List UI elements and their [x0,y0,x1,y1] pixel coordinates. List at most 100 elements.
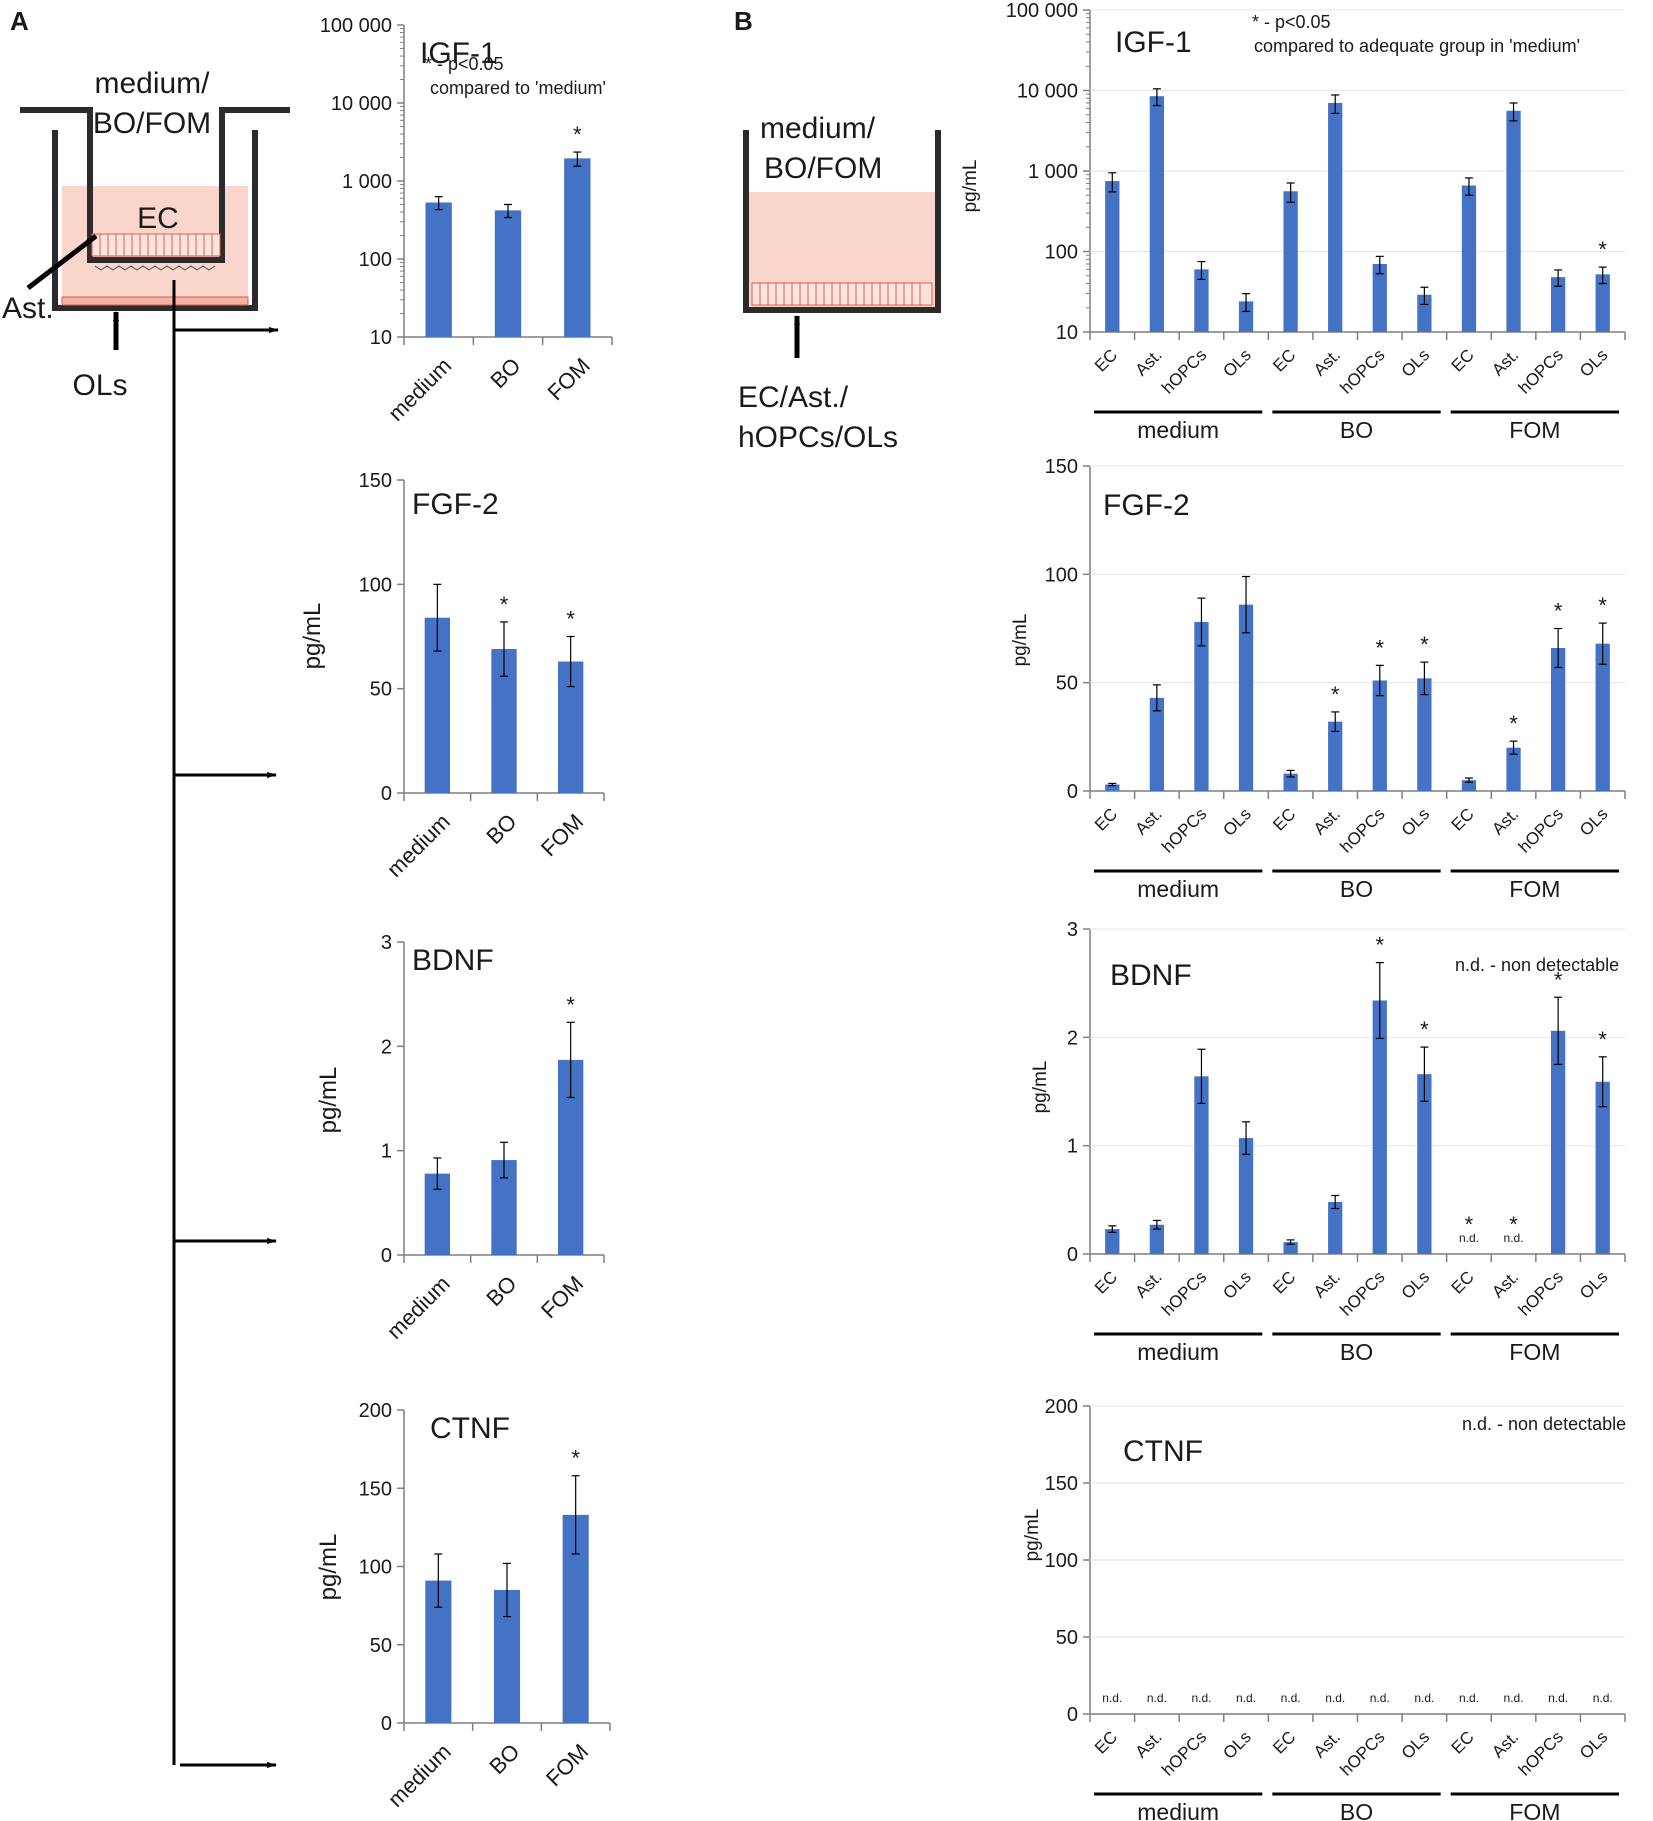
x-tick-label: EC [1269,345,1299,375]
bar [1372,263,1387,332]
y-tick-label: 100 [1045,564,1078,586]
y-tick-label: 10 000 [1017,81,1078,103]
x-tick-label: OLs [1576,1727,1611,1762]
bar [1105,1229,1120,1254]
bar [1506,747,1521,791]
x-tick-label: BO [481,809,521,849]
y-tick-label: 0 [1067,781,1078,803]
significance-marker: * [566,607,575,632]
x-tick-label: hOPCs [1158,804,1210,856]
x-tick-label: EC [1269,1267,1299,1297]
diagram-a-ec-label: EC [137,202,179,235]
y-tick-label: 10 000 [331,93,392,115]
x-tick-label: FOM [536,809,588,861]
ast-pointer-arrow [26,234,98,290]
transwell-insert [20,107,290,263]
bar [1238,1138,1254,1254]
x-tick-label: Ast. [1310,345,1344,379]
significance-marker: * [1376,933,1385,958]
group-label: BO [1340,876,1373,902]
x-tick-label: Ast. [1310,1267,1344,1301]
significance-marker: * [1554,967,1563,992]
y-tick-label: 50 [370,679,392,701]
y-tick-label: 2 [1067,1027,1078,1049]
y-tick-label: 0 [1067,1704,1078,1726]
diagram-a-top-label-2: BO/FOM [93,107,211,140]
y-tick-label: 150 [359,1478,392,1500]
bar [1550,277,1566,332]
bar [1328,1202,1343,1254]
y-tick-label: 150 [1045,456,1078,478]
chart-note: n.d. - non detectable [1462,1414,1626,1434]
x-tick-label: EC [1269,804,1299,834]
nd-label: n.d. [1459,1691,1479,1705]
bar [1194,269,1209,332]
bar [1595,1081,1610,1254]
chart-title: FGF-2 [412,488,499,521]
x-tick-label: OLs [1219,345,1254,380]
y-tick-label: 2 [381,1036,392,1058]
y-tick-label: 100 [1045,1550,1078,1572]
y-tick-label: 150 [1045,1473,1078,1495]
y-tick-label: 10 [370,327,392,349]
x-tick-label: FOM [541,1739,593,1791]
bar [1372,680,1387,791]
bar [1283,1242,1298,1254]
chart-title: IGF-1 [420,37,497,70]
bar [1417,1074,1432,1254]
y-axis-label: pg/mL [299,603,326,670]
x-tick-label: EC [1091,1267,1121,1297]
x-tick-label: hOPCs [1158,1727,1210,1779]
nd-label: n.d. [1504,1231,1524,1245]
x-tick-label: hOPCs [1158,1267,1210,1319]
diagram-a-top-label-1: medium/ [94,67,210,100]
x-tick-label: hOPCs [1515,804,1567,856]
x-tick-label: hOPCs [1336,1267,1388,1319]
panel-a-label: A [10,6,29,36]
significance-marker: * [573,122,582,147]
significance-marker: * [571,1446,580,1471]
bar [1372,1000,1387,1254]
y-axis-label: pg/mL [1022,1509,1043,1562]
nd-label: n.d. [1236,1691,1256,1705]
x-tick-label: hOPCs [1515,1727,1567,1779]
y-tick-label: 3 [381,932,392,954]
significance-marker: * [1420,1017,1429,1042]
x-tick-label: hOPCs [1515,345,1567,397]
bar [1595,274,1610,332]
x-tick-label: hOPCs [1336,1727,1388,1779]
nd-label: n.d. [1325,1691,1345,1705]
bar [1283,773,1298,791]
chart-title: BDNF [1110,959,1192,992]
bar [1417,678,1432,791]
bar [1238,604,1254,791]
x-tick-label: EC [1091,804,1121,834]
chart-note: n.d. - non detectable [1455,955,1619,975]
group-label: FOM [1509,1339,1560,1365]
group-label: medium [1137,1799,1219,1821]
panel-b-label: B [734,6,753,36]
y-tick-label: 3 [1067,919,1078,941]
y-tick-label: 10 [1056,322,1078,344]
culture-well [743,130,941,313]
nd-label: n.d. [1414,1691,1434,1705]
nd-label: n.d. [1593,1691,1613,1705]
diagram-b-bottom-label-2: hOPCs/OLs [738,421,898,454]
nd-label: n.d. [1147,1691,1167,1705]
y-tick-label: 50 [1056,1627,1078,1649]
significance-marker: * [1465,1212,1474,1237]
group-label: FOM [1509,876,1560,902]
panel-a-diagram: A medium/ BO/FOM EC Ast. OLs [2,6,290,1768]
y-axis-label: pg/mL [315,1067,342,1134]
bar [1283,191,1298,332]
bar [1461,185,1477,332]
chart-a-fgf2: 0 50 100 150 medium * BO * FOM FGF-2 pg/mL [299,470,605,882]
bar [1238,301,1254,332]
significance-marker: * [1509,711,1518,736]
bar [1194,1076,1209,1254]
y-axis-label: pg/mL [315,1534,342,1601]
bar [425,202,452,337]
chart-title: CTNF [430,1412,510,1445]
bar [1194,622,1209,791]
